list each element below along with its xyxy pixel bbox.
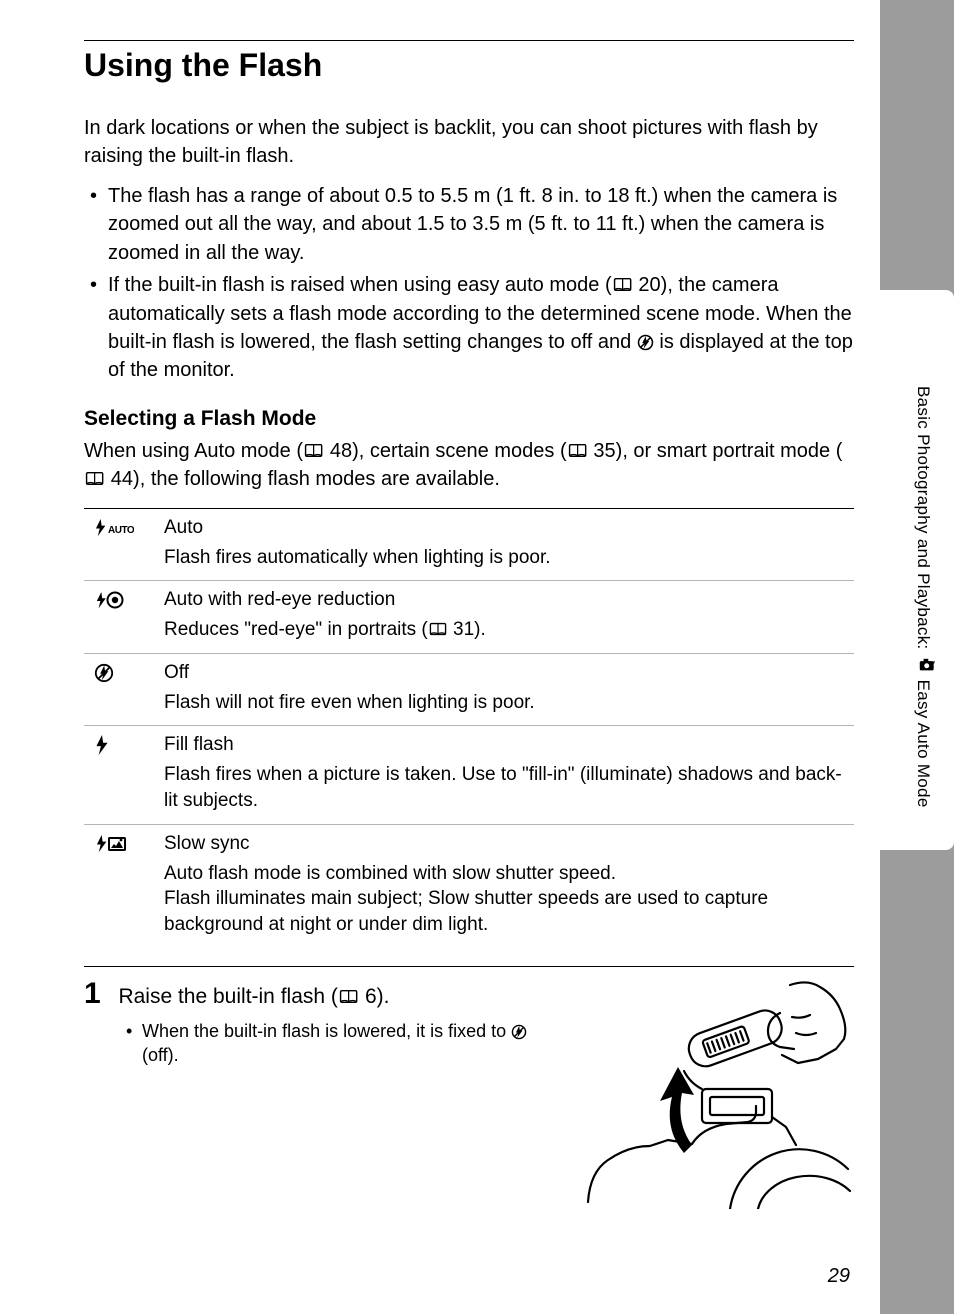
intro-bullets: The flash has a range of about 0.5 to 5.… (84, 182, 854, 385)
step-bullet-1: When the built-in flash is lowered, it i… (142, 1019, 566, 1068)
mode-name: Auto (164, 517, 203, 539)
step-bullets: When the built-in flash is lowered, it i… (84, 1019, 566, 1068)
intro-bullet-2: If the built-in flash is raised when usi… (108, 271, 854, 385)
flash-auto-icon: AUTO (94, 518, 142, 538)
flash-mode-table: AUTO Auto Flash fires automatically when l… (84, 508, 854, 948)
intro-paragraph: In dark locations or when the subject is… (84, 114, 854, 170)
mode-row: Off Flash will not fire even when lightin… (84, 654, 854, 727)
mode-row: Slow sync Auto flash mode is combined wit… (84, 825, 854, 948)
title-rule (84, 40, 854, 41)
section-intro: When using Auto mode ( 48), certain scen… (84, 437, 854, 494)
mode-name: Off (164, 662, 189, 684)
mode-description: Reduces "red-eye" in portraits ( 31). (84, 617, 854, 643)
page: Using the Flash In dark locations or whe… (0, 0, 880, 1314)
flash-slow-icon (94, 834, 142, 854)
mode-row: Fill flash Flash fires when a picture is … (84, 726, 854, 824)
page-title: Using the Flash (84, 47, 854, 84)
page-number: 29 (828, 1265, 850, 1288)
step-1-text: 1 Raise the built-in flash ( 6). When th… (84, 977, 566, 1209)
mode-description: Flash fires when a picture is taken. Use… (84, 762, 854, 813)
mode-name: Fill flash (164, 734, 234, 756)
flash-raise-illustration (582, 977, 854, 1209)
step-title: Raise the built-in flash ( 6). (118, 985, 389, 1008)
flash-redeye-icon (94, 590, 142, 610)
section-heading: Selecting a Flash Mode (84, 407, 854, 431)
mode-row: Auto with red-eye reduction Reduces "red-… (84, 581, 854, 654)
mode-name: Slow sync (164, 833, 250, 855)
step-number: 1 (84, 977, 114, 1011)
intro-bullet-1: The flash has a range of about 0.5 to 5.… (108, 182, 854, 267)
step-1: 1 Raise the built-in flash ( 6). When th… (84, 966, 854, 1209)
mode-row: AUTO Auto Flash fires automatically when l… (84, 509, 854, 582)
mode-name: Auto with red-eye reduction (164, 589, 395, 611)
mode-description: Flash will not fire even when lighting i… (84, 690, 854, 716)
svg-text:AUTO: AUTO (108, 525, 134, 536)
flash-fill-icon (94, 735, 142, 755)
mode-description: Flash fires automatically when lighting … (84, 545, 854, 571)
side-tab-label: Basic Photography and Playback: Easy Aut… (913, 386, 936, 808)
mode-description: Auto flash mode is combined with slow sh… (84, 861, 854, 938)
flash-off-icon (94, 663, 142, 683)
